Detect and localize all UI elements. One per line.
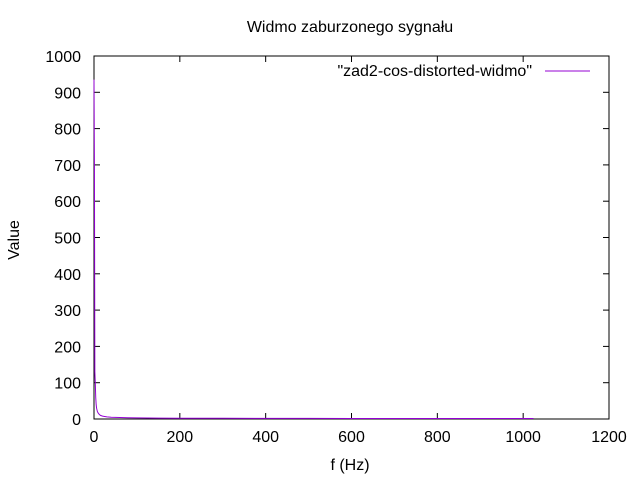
x-tick-label: 0 xyxy=(90,429,99,446)
x-tick-label: 200 xyxy=(166,429,193,446)
x-tick-label: 1000 xyxy=(505,429,541,446)
y-axis-label: Value xyxy=(6,220,23,260)
x-tick-label: 400 xyxy=(252,429,279,446)
y-tick-label: 200 xyxy=(54,339,81,356)
x-axis-label: f (Hz) xyxy=(330,457,369,474)
y-tick-label: 400 xyxy=(54,267,81,284)
series-line xyxy=(93,79,534,420)
axis-ticks: 0 200 400 600 800 1000 1200 0 100 200 300 400 500 600… xyxy=(45,49,626,446)
y-tick-label: 800 xyxy=(54,122,81,139)
y-tick-label: 900 xyxy=(54,85,81,102)
y-tick-label: 1000 xyxy=(45,49,81,66)
y-tick-label: 0 xyxy=(72,412,81,429)
chart-title: Widmo zaburzonego sygnału xyxy=(247,19,453,36)
y-tick-label: 100 xyxy=(54,376,81,393)
y-tick-label: 500 xyxy=(54,231,81,248)
y-tick-label: 600 xyxy=(54,194,81,211)
plot-frame xyxy=(93,55,610,420)
x-tick-label: 800 xyxy=(424,429,451,446)
x-tick-label: 1200 xyxy=(591,429,627,446)
y-tick-label: 700 xyxy=(54,158,81,175)
series-layer xyxy=(93,79,534,420)
y-tick-label: 300 xyxy=(54,303,81,320)
legend: "zad2-cos-distorted-widmo" xyxy=(337,63,590,80)
legend-label: "zad2-cos-distorted-widmo" xyxy=(337,63,532,80)
x-tick-label: 600 xyxy=(338,429,365,446)
